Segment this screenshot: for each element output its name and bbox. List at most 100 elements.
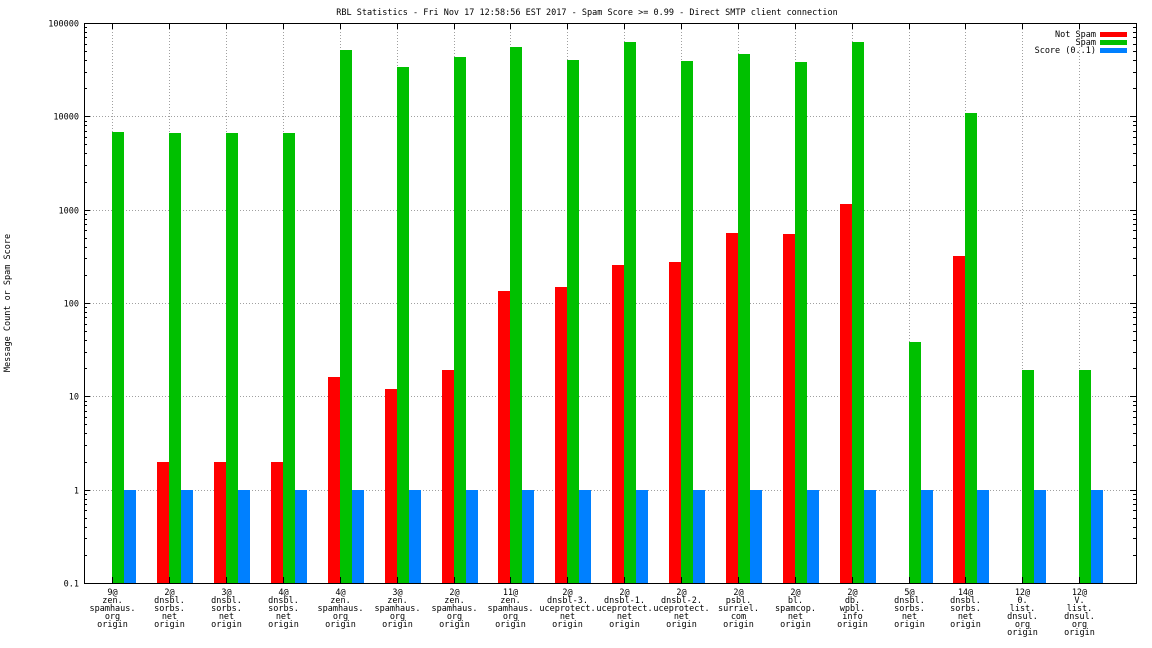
bar-spam-11 [681,61,693,583]
x-tick-label-line: 2@ [449,588,459,598]
chart-title: RBL Statistics - Fri Nov 17 12:58:56 EST… [336,8,838,18]
x-tick-label-line: net [219,612,234,622]
plot-border [84,23,1137,584]
bar-spam-3 [226,133,238,583]
legend-label: Not Spam [1055,30,1096,40]
x-tick-label-line: org [1015,620,1030,630]
x-tick-label-line: org [105,612,120,622]
bar-spam-12 [738,54,750,583]
x-tick-label-line: zen. [444,596,464,606]
bar-score-0-1-7 [466,490,478,583]
x-tick-label: 5@ dnsbl. sorbs. net origin [894,588,925,630]
bar-score-0-1-4 [295,490,307,583]
x-tick-label-line: sorbs. [154,604,185,614]
bar-score-0-1-15 [921,490,933,583]
y-axis-label: Message Count or Spam Score [3,234,13,372]
x-tick-label-line: 14@ [958,588,973,598]
x-tick-label-line: 2@ [619,588,629,598]
legend-item-score-0-1: Score (0..1) [1035,46,1127,56]
x-tick-label-line: 12@ [1072,588,1087,598]
x-tick-label: 12@ V. list. dnsul. org origin [1064,588,1095,638]
x-tick-label-line: uceprotect. [653,604,709,614]
x-tick-label-line: com [731,612,746,622]
x-tick-label-line: dnsbl. [894,596,925,606]
y-tick-label: 1000 [59,207,79,217]
x-tick-label-line: origin [894,620,925,630]
bar-not-spam-16 [953,256,965,583]
x-tick-label-line: zen. [387,596,407,606]
x-tick-label-line: origin [552,620,583,630]
bar-score-0-1-13 [807,490,819,583]
bar-not-spam-7 [442,370,454,583]
x-tick-label-line: sorbs. [268,604,299,614]
x-tick-label-line: dnsbl. [268,596,299,606]
x-tick-label-line: spamcop. [775,604,816,614]
bar-spam-10 [624,42,636,583]
x-tick-label-line: net [674,612,689,622]
y-tick-label: 1 [74,487,79,497]
bar-spam-18 [1079,370,1091,583]
x-tick-label-line: sorbs. [950,604,981,614]
x-tick-label-line: origin [1064,628,1095,638]
x-tick-label-line: list. [1010,604,1036,614]
x-tick-label-line: zen. [330,596,350,606]
x-tick-label-line: 0. [1017,596,1027,606]
x-tick-label-line: 2@ [562,588,572,598]
x-tick-label-line: spamhaus. [487,604,533,614]
x-tick-label-line: uceprotect. [539,604,595,614]
x-tick-label-line: net [560,612,575,622]
x-tick-label-line: 2@ [676,588,686,598]
x-tick-label: 3@ zen. spamhaus. org origin [374,588,420,630]
y-tick-label: 100 [64,300,79,310]
x-tick-label: 2@ bl. spamcop. net origin [775,588,816,630]
x-tick-label-line: zen. [102,596,122,606]
x-tick-label-line: psbl. [726,596,752,606]
x-tick-label-line: spamhaus. [374,604,420,614]
x-tick-label-line: dnsbl. [211,596,242,606]
bar-spam-5 [340,50,352,583]
x-tick-label-line: info [842,612,862,622]
x-tick-label-line: org [1072,620,1087,630]
bar-series [112,42,1103,583]
x-tick-label-line: origin [382,620,413,630]
x-tick-label: 4@ dnsbl. sorbs. net origin [268,588,299,630]
bar-spam-6 [397,67,409,583]
bar-not-spam-4 [271,462,283,583]
x-tick-label-line: 4@ [335,588,345,598]
bar-not-spam-9 [555,287,567,583]
legend-swatch [1100,48,1127,53]
bar-spam-14 [852,42,864,583]
x-tick-label-line: origin [325,620,356,630]
x-tick-label-line: dnsbl-1. [604,596,645,606]
x-tick-label-line: net [617,612,632,622]
y-tick-label: 0.1 [64,580,79,590]
x-tick-label-line: org [333,612,348,622]
y-tick-labels: 0.1 1 10 100 1000 10000 100000 [48,20,79,590]
x-tick-label-line: net [276,612,291,622]
x-tick-label-line: org [447,612,462,622]
x-tick-label-line: 9@ [107,588,117,598]
x-tick-label-line: 12@ [1015,588,1030,598]
bar-score-0-1-3 [238,490,250,583]
x-tick-label-line: origin [211,620,242,630]
bar-score-0-1-1 [124,490,136,583]
x-tick-label-line: net [902,612,917,622]
x-tick-label-line: dnsul. [1064,612,1095,622]
bar-score-0-1-14 [864,490,876,583]
x-tick-label-line: 2@ [790,588,800,598]
bar-score-0-1-12 [750,490,762,583]
x-tick-label-line: origin [837,620,868,630]
y-tick-label: 100000 [48,20,79,30]
bar-spam-16 [965,113,977,583]
x-tick-label: 2@ dnsbl. sorbs. net origin [154,588,185,630]
x-tick-label-line: uceprotect. [596,604,652,614]
x-tick-label-line: origin [1007,628,1038,638]
x-tick-label: 3@ dnsbl. sorbs. net origin [211,588,242,630]
x-tick-label: 2@ zen. spamhaus. org origin [431,588,477,630]
bar-score-0-1-5 [352,490,364,583]
x-tick-label: 2@ psbl. surriel. com origin [718,588,759,630]
bar-score-0-1-11 [693,490,705,583]
